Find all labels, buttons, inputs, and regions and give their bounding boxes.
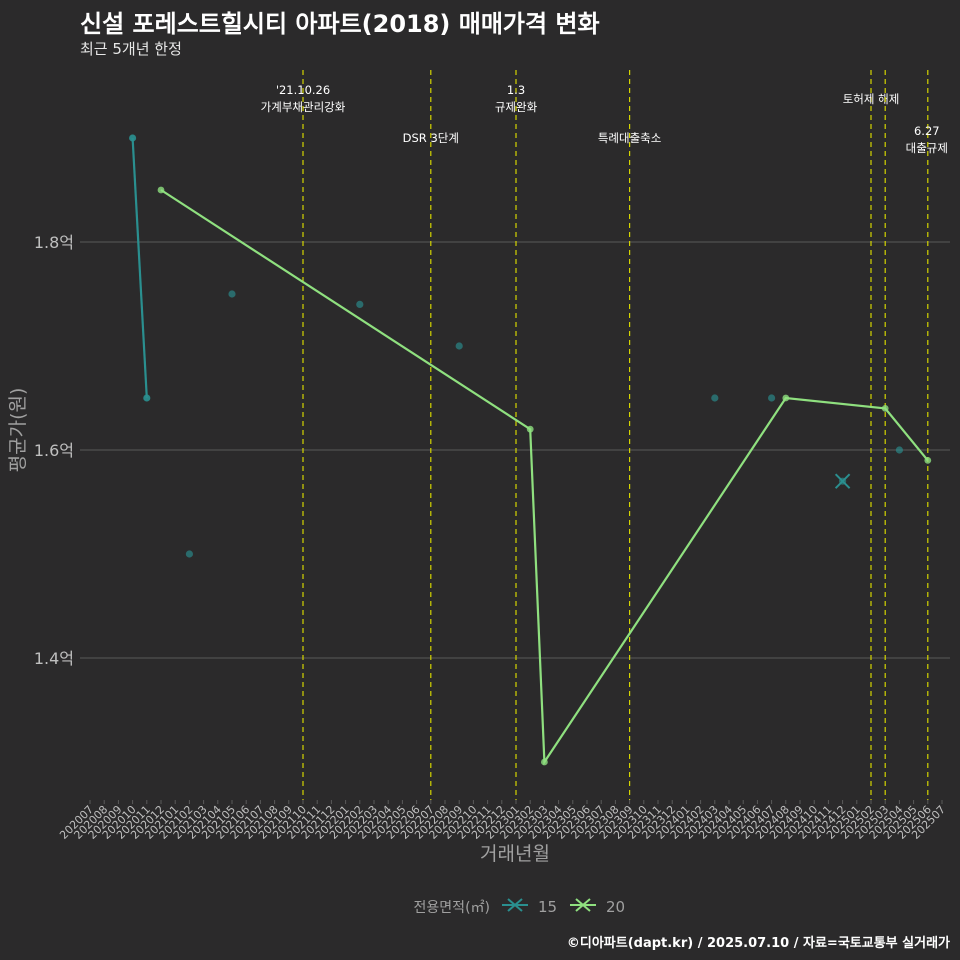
data-point-15 [895,446,904,454]
grid-layer [80,241,950,659]
event-annotation: 1.3 [507,83,525,97]
series-line-15 [131,137,148,399]
chart-caption: ©디아파트(dapt.kr) / 2025.07.10 / 자료=국토교통부 실… [566,936,950,951]
axis-layer: 1.4억1.6억1.8억평균가(원)2020072020082020092020… [7,233,948,865]
legend-title: 전용면적(㎡) [414,900,490,916]
y-tick-label: 1.8억 [34,233,74,252]
event-annotation: '21.10.26 [276,83,330,97]
line-point-15 [129,134,137,142]
series-layer [129,134,932,766]
data-point-15 [185,550,193,558]
event-annotation: 특례대출축소 [598,131,661,145]
legend-key-cross [575,898,591,912]
line-point-20 [782,394,790,402]
data-point-15 [768,394,776,402]
event-annotation: 규제완화 [495,100,538,114]
legend-label: 20 [606,898,625,916]
series-line-20 [160,189,929,766]
y-axis-title: 평균가(원) [7,388,29,473]
event-annotation: 토허제 해제 [843,92,900,106]
event-annotation: 대출규제 [906,141,948,155]
line-point-20 [881,405,889,412]
data-point-15 [356,300,364,308]
y-tick-label: 1.6억 [34,441,74,460]
legend-key-cross [507,898,523,912]
chart-title: 신설 포레스트힐시티 아파트(2018) 매매가격 변화 [80,10,600,38]
legend-label: 15 [538,898,557,916]
event-annotation: DSR 3단계 [403,131,459,145]
event-annotation: 6.27 [914,124,940,138]
line-point-20 [924,457,932,464]
event-annotation: 가계부채관리강화 [261,100,346,114]
line-point-20 [526,425,534,433]
line-point-20 [157,186,165,194]
legend: 전용면적(㎡) 15 20 [414,898,626,916]
y-tick-label: 1.4억 [34,649,74,668]
data-point-15 [228,290,236,298]
line-point-20 [541,758,548,766]
data-point-15 [455,342,463,350]
line-point-15 [143,394,151,402]
data-point-15 [711,394,719,402]
x-axis-title: 거래년월 [480,843,550,865]
cross-marker [834,473,851,489]
chart-subtitle: 최근 5개년 한정 [80,40,182,58]
